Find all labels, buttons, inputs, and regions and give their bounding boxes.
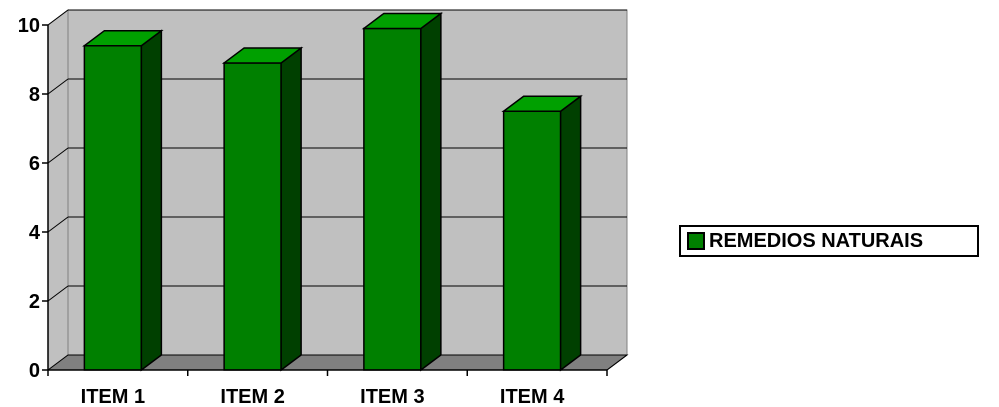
gridline-diagonal bbox=[47, 285, 69, 302]
chart-legend: REMEDIOS NATURAIS bbox=[679, 225, 979, 257]
y-tick-label: 6 bbox=[29, 153, 40, 175]
bar-side bbox=[280, 46, 302, 372]
bar-front bbox=[363, 27, 422, 371]
bar bbox=[82, 29, 164, 372]
x-category-label: ITEM 4 bbox=[500, 386, 565, 407]
bar-top bbox=[221, 47, 304, 64]
y-tick-label: 2 bbox=[29, 291, 40, 313]
y-tick-label: 4 bbox=[29, 222, 41, 244]
legend-swatch bbox=[687, 232, 705, 250]
bar-side bbox=[140, 29, 163, 372]
y-tick-label: 0 bbox=[29, 360, 40, 382]
bar bbox=[361, 11, 444, 372]
bar-front bbox=[502, 110, 562, 371]
bar-side bbox=[559, 94, 582, 372]
bar-front bbox=[223, 62, 282, 371]
x-category-label: ITEM 1 bbox=[81, 386, 145, 407]
bar-top bbox=[361, 12, 444, 30]
chart-bars bbox=[82, 11, 583, 372]
floor-edge bbox=[606, 354, 628, 371]
legend-label: REMEDIOS NATURAIS bbox=[709, 229, 924, 252]
side-wall bbox=[47, 9, 69, 371]
x-category-label: ITEM 2 bbox=[220, 386, 284, 407]
x-axis-category-labels: ITEM 1 ITEM 2 ITEM 3 ITEM 4 bbox=[81, 386, 566, 407]
gridline-diagonal bbox=[47, 78, 69, 95]
y-tick-label: 8 bbox=[29, 84, 40, 106]
chart-axes bbox=[42, 24, 628, 376]
bar-side bbox=[420, 11, 442, 372]
bar-top bbox=[501, 95, 583, 112]
bar-top bbox=[82, 29, 164, 47]
bar-front bbox=[83, 44, 143, 371]
y-tick-label: 10 bbox=[18, 15, 40, 37]
bar bbox=[221, 46, 304, 372]
x-category-label: ITEM 3 bbox=[360, 386, 424, 407]
gridline-diagonal bbox=[47, 9, 69, 26]
gridline-diagonal bbox=[47, 147, 69, 164]
bar bbox=[501, 94, 583, 372]
y-axis-tick-labels: 0 2 4 6 8 10 bbox=[18, 15, 41, 382]
gridline-diagonal bbox=[47, 216, 69, 233]
